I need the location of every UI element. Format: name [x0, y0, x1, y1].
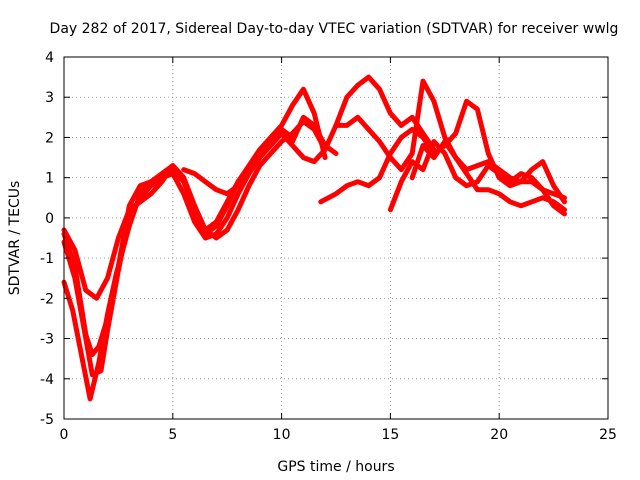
y-tick-label: 1 [45, 171, 54, 187]
tick-layer: 0 5 10 15 20 25 -5 -4 -3 -2 -1 0 1 2 3 4 [40, 50, 617, 443]
y-tick-label: 0 [45, 211, 54, 227]
y-tick-label: 3 [45, 90, 54, 106]
y-tick-label: -3 [40, 332, 54, 348]
satellite-track-5-line [181, 74, 437, 197]
x-tick-label: 20 [490, 427, 508, 443]
y-tick-label: 2 [45, 130, 54, 146]
grid-layer [64, 57, 608, 419]
x-tick-label: 5 [168, 427, 177, 443]
x-tick-label: 10 [273, 427, 291, 443]
x-tick-label: 15 [381, 427, 399, 443]
series-layer [61, 74, 567, 402]
chart-title: Day 282 of 2017, Sidereal Day-to-day VTE… [50, 21, 619, 37]
x-tick-label: 25 [599, 427, 617, 443]
y-axis-label: SDTVAR / TECUs [7, 181, 23, 296]
y-tick-label: 4 [45, 50, 54, 66]
plot-frame [63, 56, 609, 420]
x-tick-label: 0 [60, 427, 69, 443]
x-axis-label: GPS time / hours [277, 459, 394, 475]
y-tick-label: -1 [40, 251, 54, 267]
y-tick-label: -4 [40, 372, 54, 388]
y-tick-label: -2 [40, 291, 54, 307]
y-tick-label: -5 [40, 412, 54, 428]
satellite-track-9-line [409, 139, 567, 201]
